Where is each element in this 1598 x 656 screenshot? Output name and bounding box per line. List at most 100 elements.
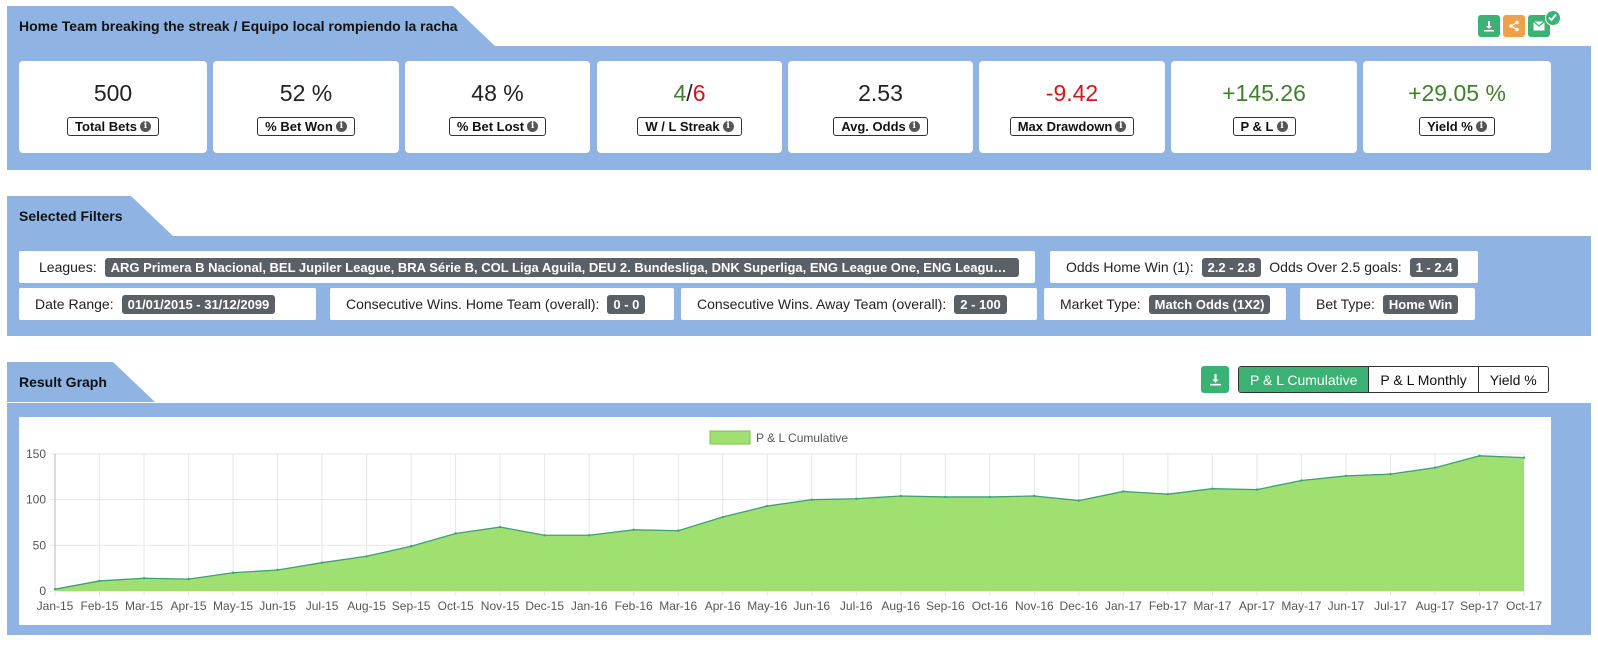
stat-label: Yield % [1427, 119, 1473, 134]
data-point [1433, 466, 1437, 469]
area-fill [55, 455, 1524, 591]
data-point [498, 525, 502, 529]
info-icon: i [527, 121, 539, 132]
filter-chip: Match Odds (1X2) [1148, 294, 1271, 314]
stat-value: 52 % [279, 80, 333, 106]
x-tick-label: Aug-16 [881, 599, 920, 613]
filter-chip: 1 - 2.4 [1409, 257, 1459, 277]
filters-panel: Leagues: ARG Primera B Nacional, BEL Jup… [7, 236, 1591, 336]
filter-bet-type[interactable]: Bet Type: Home Win [1300, 288, 1475, 320]
info-icon: i [722, 121, 734, 132]
chart-container: 0 50 100 150 Jan-15 Feb-15 Mar-15 Apr-15 May-15 J… [19, 417, 1551, 625]
data-point [454, 532, 457, 535]
stat-label: Avg. Odds [841, 119, 906, 134]
stat-value: +145.26 [1222, 80, 1306, 106]
series-line [54, 455, 1525, 590]
info-icon: i [1115, 121, 1127, 132]
filter-chip: 01/01/2015 - 31/12/2099 [121, 294, 276, 314]
data-point [766, 504, 769, 508]
stat-label-button[interactable]: W / L Streak i [637, 117, 742, 136]
data-point [1122, 490, 1125, 493]
filter-cons-away[interactable]: Consecutive Wins. Away Team (overall): 2… [681, 288, 1037, 320]
data-point [810, 498, 813, 501]
x-tick-label: Dec-15 [525, 599, 564, 613]
stat-value: 4/6 [674, 79, 706, 107]
filter-market-type[interactable]: Market Type: Match Odds (1X2) [1044, 288, 1286, 320]
pl-monthly-button[interactable]: P & L Monthly [1368, 367, 1479, 392]
stat-value: 500 [93, 80, 133, 106]
filter-chip: ARG Primera B Nacional, BEL Jupiler Leag… [104, 257, 1019, 277]
page-title: Home Team breaking the streak / Equipo l… [19, 18, 458, 34]
x-tick-label: Apr-16 [705, 599, 741, 613]
stat-max-drawdown: -9.42 Max Drawdown i [979, 61, 1165, 153]
pl-cumulative-chart: 0 50 100 150 Jan-15 Feb-15 Mar-15 Apr-15 May-15 J… [26, 430, 1542, 613]
y-tick-label: 0 [39, 584, 46, 598]
data-point [276, 568, 279, 572]
stat-label: P & L [1240, 119, 1274, 134]
stat-label-button[interactable]: % Bet Won i [257, 117, 355, 136]
stat-label-button[interactable]: Total Bets i [67, 117, 159, 136]
stat-label-button[interactable]: Avg. Odds i [833, 117, 928, 136]
check-badge-icon [1545, 10, 1561, 26]
streak-separator: / [686, 80, 693, 106]
filters-title: Selected Filters [19, 208, 123, 224]
share-icon [1509, 20, 1519, 32]
stat-value: 2.53 [858, 80, 903, 106]
email-button[interactable] [1528, 15, 1550, 37]
data-point [543, 534, 546, 537]
filter-cons-home[interactable]: Consecutive Wins. Home Team (overall): 0… [330, 288, 674, 320]
download-icon [1484, 21, 1494, 32]
data-point [1300, 479, 1303, 482]
graph-mode-toggle: P & L Cumulative P & L Monthly Yield % [1238, 366, 1549, 393]
info-icon: i [335, 121, 347, 132]
share-button[interactable] [1503, 15, 1525, 37]
graph-title: Result Graph [19, 374, 107, 390]
filter-label: Leagues: [39, 259, 97, 275]
x-tick-label: Jul-17 [1374, 599, 1407, 613]
stats-panel: 500 Total Bets i 52 % % Bet Won i 48 % % B… [7, 46, 1591, 170]
stat-label-button[interactable]: Max Drawdown i [1009, 117, 1135, 136]
filter-date-range[interactable]: Date Range: 01/01/2015 - 31/12/2099 [19, 288, 316, 320]
y-tick-label: 50 [33, 538, 47, 552]
info-icon: i [1475, 121, 1487, 132]
filter-odds[interactable]: Odds Home Win (1): 2.2 - 2.8 Odds Over 2… [1050, 251, 1478, 283]
stat-label: % Bet Lost [456, 119, 525, 134]
filter-chip: 2 - 100 [954, 294, 1007, 314]
stat-wl-streak: 4/6 W / L Streak i [597, 61, 782, 153]
yield-button[interactable]: Yield % [1478, 367, 1548, 392]
stat-bet-lost: 48 % % Bet Lost i [405, 61, 590, 153]
download-button[interactable] [1478, 15, 1500, 37]
x-tick-label: Jun-17 [1328, 599, 1365, 613]
graph-tab: Result Graph [7, 362, 155, 402]
stat-label: Total Bets [75, 119, 137, 134]
stat-label: Max Drawdown [1017, 119, 1113, 134]
legend-swatch [709, 430, 751, 445]
x-tick-label: Jun-16 [793, 599, 830, 613]
filter-chip: 0 - 0 [607, 294, 646, 314]
data-point [320, 561, 324, 564]
email-icon [1533, 21, 1545, 31]
stat-label-button[interactable]: % Bet Lost i [448, 117, 547, 136]
x-tick-label: Aug-15 [347, 599, 386, 613]
x-tick-label: Nov-15 [481, 599, 520, 613]
x-tick-label: Sep-17 [1460, 599, 1499, 613]
x-tick-label: May-17 [1281, 599, 1321, 613]
data-point [587, 534, 591, 537]
page-title-tab: Home Team breaking the streak / Equipo l… [7, 6, 495, 46]
stat-yield: +29.05 % Yield % i [1363, 61, 1551, 153]
data-point [1478, 454, 1481, 458]
filter-label: Consecutive Wins. Home Team (overall): [346, 296, 600, 312]
stat-bet-won: 52 % % Bet Won i [213, 61, 399, 153]
x-tick-label: Jul-16 [840, 599, 873, 613]
x-tick-label: Mar-16 [659, 599, 697, 613]
x-tick-label: Oct-16 [972, 599, 1008, 613]
pl-cumulative-button[interactable]: P & L Cumulative [1239, 367, 1369, 392]
data-point [1522, 456, 1526, 459]
graph-download-button[interactable] [1201, 366, 1229, 393]
y-tick-label: 150 [26, 447, 46, 461]
stat-value: -9.42 [1045, 80, 1099, 106]
x-tick-label: Aug-17 [1416, 599, 1455, 613]
stat-label-button[interactable]: Yield % i [1419, 117, 1495, 136]
filter-leagues[interactable]: Leagues: ARG Primera B Nacional, BEL Jup… [19, 251, 1035, 283]
